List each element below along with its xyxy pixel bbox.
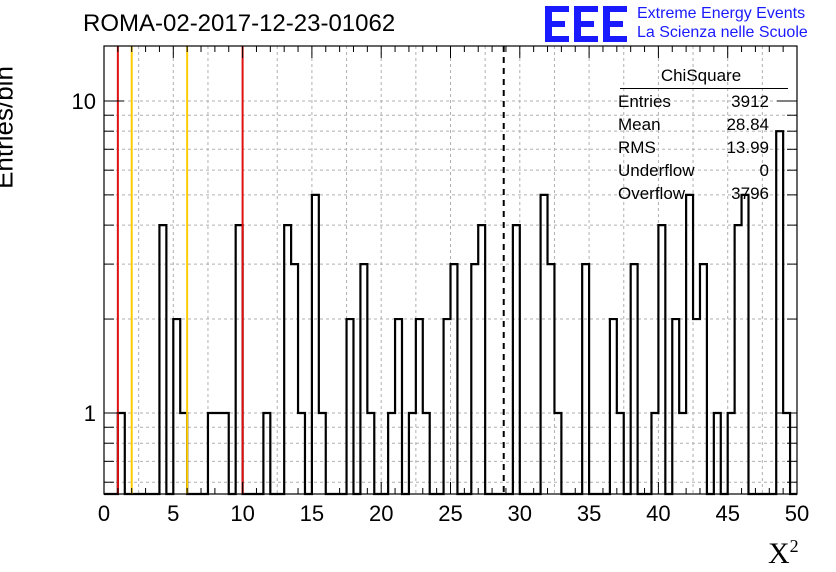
histogram-bar	[319, 413, 326, 494]
histogram-bar	[631, 264, 638, 494]
stats-box: ChiSquare Entries 3912 Mean 28.84 RMS 13.99…	[610, 64, 806, 211]
histogram-bar	[478, 225, 485, 494]
x-tick-label: 40	[646, 501, 670, 526]
histogram-bar	[222, 413, 229, 494]
histogram-bar	[679, 413, 686, 494]
histogram-bar	[284, 225, 291, 494]
x-tick-label: 20	[369, 501, 393, 526]
histogram-bar	[651, 413, 658, 494]
histogram-bar	[554, 413, 561, 494]
x-tick-label: 25	[438, 501, 462, 526]
histogram-bar	[263, 413, 270, 494]
histogram-bar	[367, 413, 374, 494]
histogram-bar	[513, 225, 520, 494]
x-tick-label: 50	[785, 501, 809, 526]
logo-line-2: La Scienza nelle Scuole	[637, 24, 808, 41]
chart-title: ROMA-02-2017-12-23-01062	[83, 10, 396, 37]
histogram-bar	[291, 264, 298, 494]
stats-divider	[620, 88, 788, 89]
histogram-bar	[208, 413, 215, 494]
histogram-bar	[610, 319, 617, 494]
histogram-bar	[388, 413, 395, 494]
histogram-bar	[118, 413, 125, 494]
histogram-bar	[672, 319, 679, 494]
histogram-bar	[416, 319, 423, 494]
histogram-bar	[360, 264, 367, 494]
y-axis-label-text: Entries/bin	[0, 66, 19, 189]
x-axis-label: X2	[768, 536, 799, 570]
histogram-bar	[159, 225, 166, 494]
histogram-bar	[395, 319, 402, 494]
histogram-bar	[423, 413, 430, 494]
histogram-bar	[548, 264, 555, 494]
histogram-bar	[451, 264, 458, 494]
eee-logo	[545, 6, 627, 42]
x-tick-label: 5	[167, 501, 179, 526]
histogram-bar	[693, 319, 700, 494]
histogram-bar	[312, 195, 319, 494]
stats-title: ChiSquare	[660, 66, 742, 85]
histogram-bar	[298, 413, 305, 494]
histogram-bar	[658, 225, 665, 494]
histogram-bar	[409, 413, 416, 494]
histogram-bar	[582, 264, 589, 494]
x-tick-label: 10	[230, 501, 254, 526]
histogram-bar	[541, 195, 548, 494]
y-tick-label: 10	[72, 89, 96, 114]
x-tick-label: 45	[715, 501, 739, 526]
histogram-bar	[236, 225, 243, 494]
histogram-bar	[686, 195, 693, 494]
y-tick-label: 1	[84, 401, 96, 426]
x-tick-label: 0	[98, 501, 110, 526]
x-tick-label: 15	[300, 501, 324, 526]
histogram-bar	[347, 319, 354, 494]
histogram-bar	[471, 264, 478, 494]
histogram-bar	[215, 413, 222, 494]
logo-line-1: Extreme Energy Events	[637, 5, 806, 22]
histogram-bar	[728, 413, 735, 494]
histogram-outline	[104, 130, 797, 496]
x-tick-label: 35	[577, 501, 601, 526]
histogram-bar	[444, 319, 451, 494]
histogram-bar	[714, 413, 721, 494]
histogram-bar	[700, 264, 707, 494]
histogram-bar	[735, 225, 742, 494]
logo-caption: Extreme Energy Events La Scienza nelle S…	[637, 4, 808, 42]
histogram-bar	[180, 413, 187, 494]
histogram-bar	[742, 195, 749, 494]
x-tick-label: 30	[508, 501, 532, 526]
histogram-bar	[173, 319, 180, 494]
histogram-bar	[617, 413, 624, 494]
